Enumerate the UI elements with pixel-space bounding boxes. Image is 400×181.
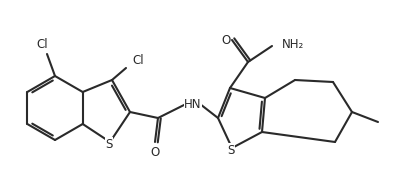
Text: HN: HN [184, 98, 202, 110]
Text: O: O [150, 146, 160, 159]
Text: S: S [227, 144, 235, 157]
Text: S: S [105, 138, 113, 150]
Text: NH₂: NH₂ [282, 37, 304, 50]
Text: O: O [221, 33, 231, 47]
Text: Cl: Cl [132, 54, 144, 68]
Text: Cl: Cl [36, 39, 48, 52]
